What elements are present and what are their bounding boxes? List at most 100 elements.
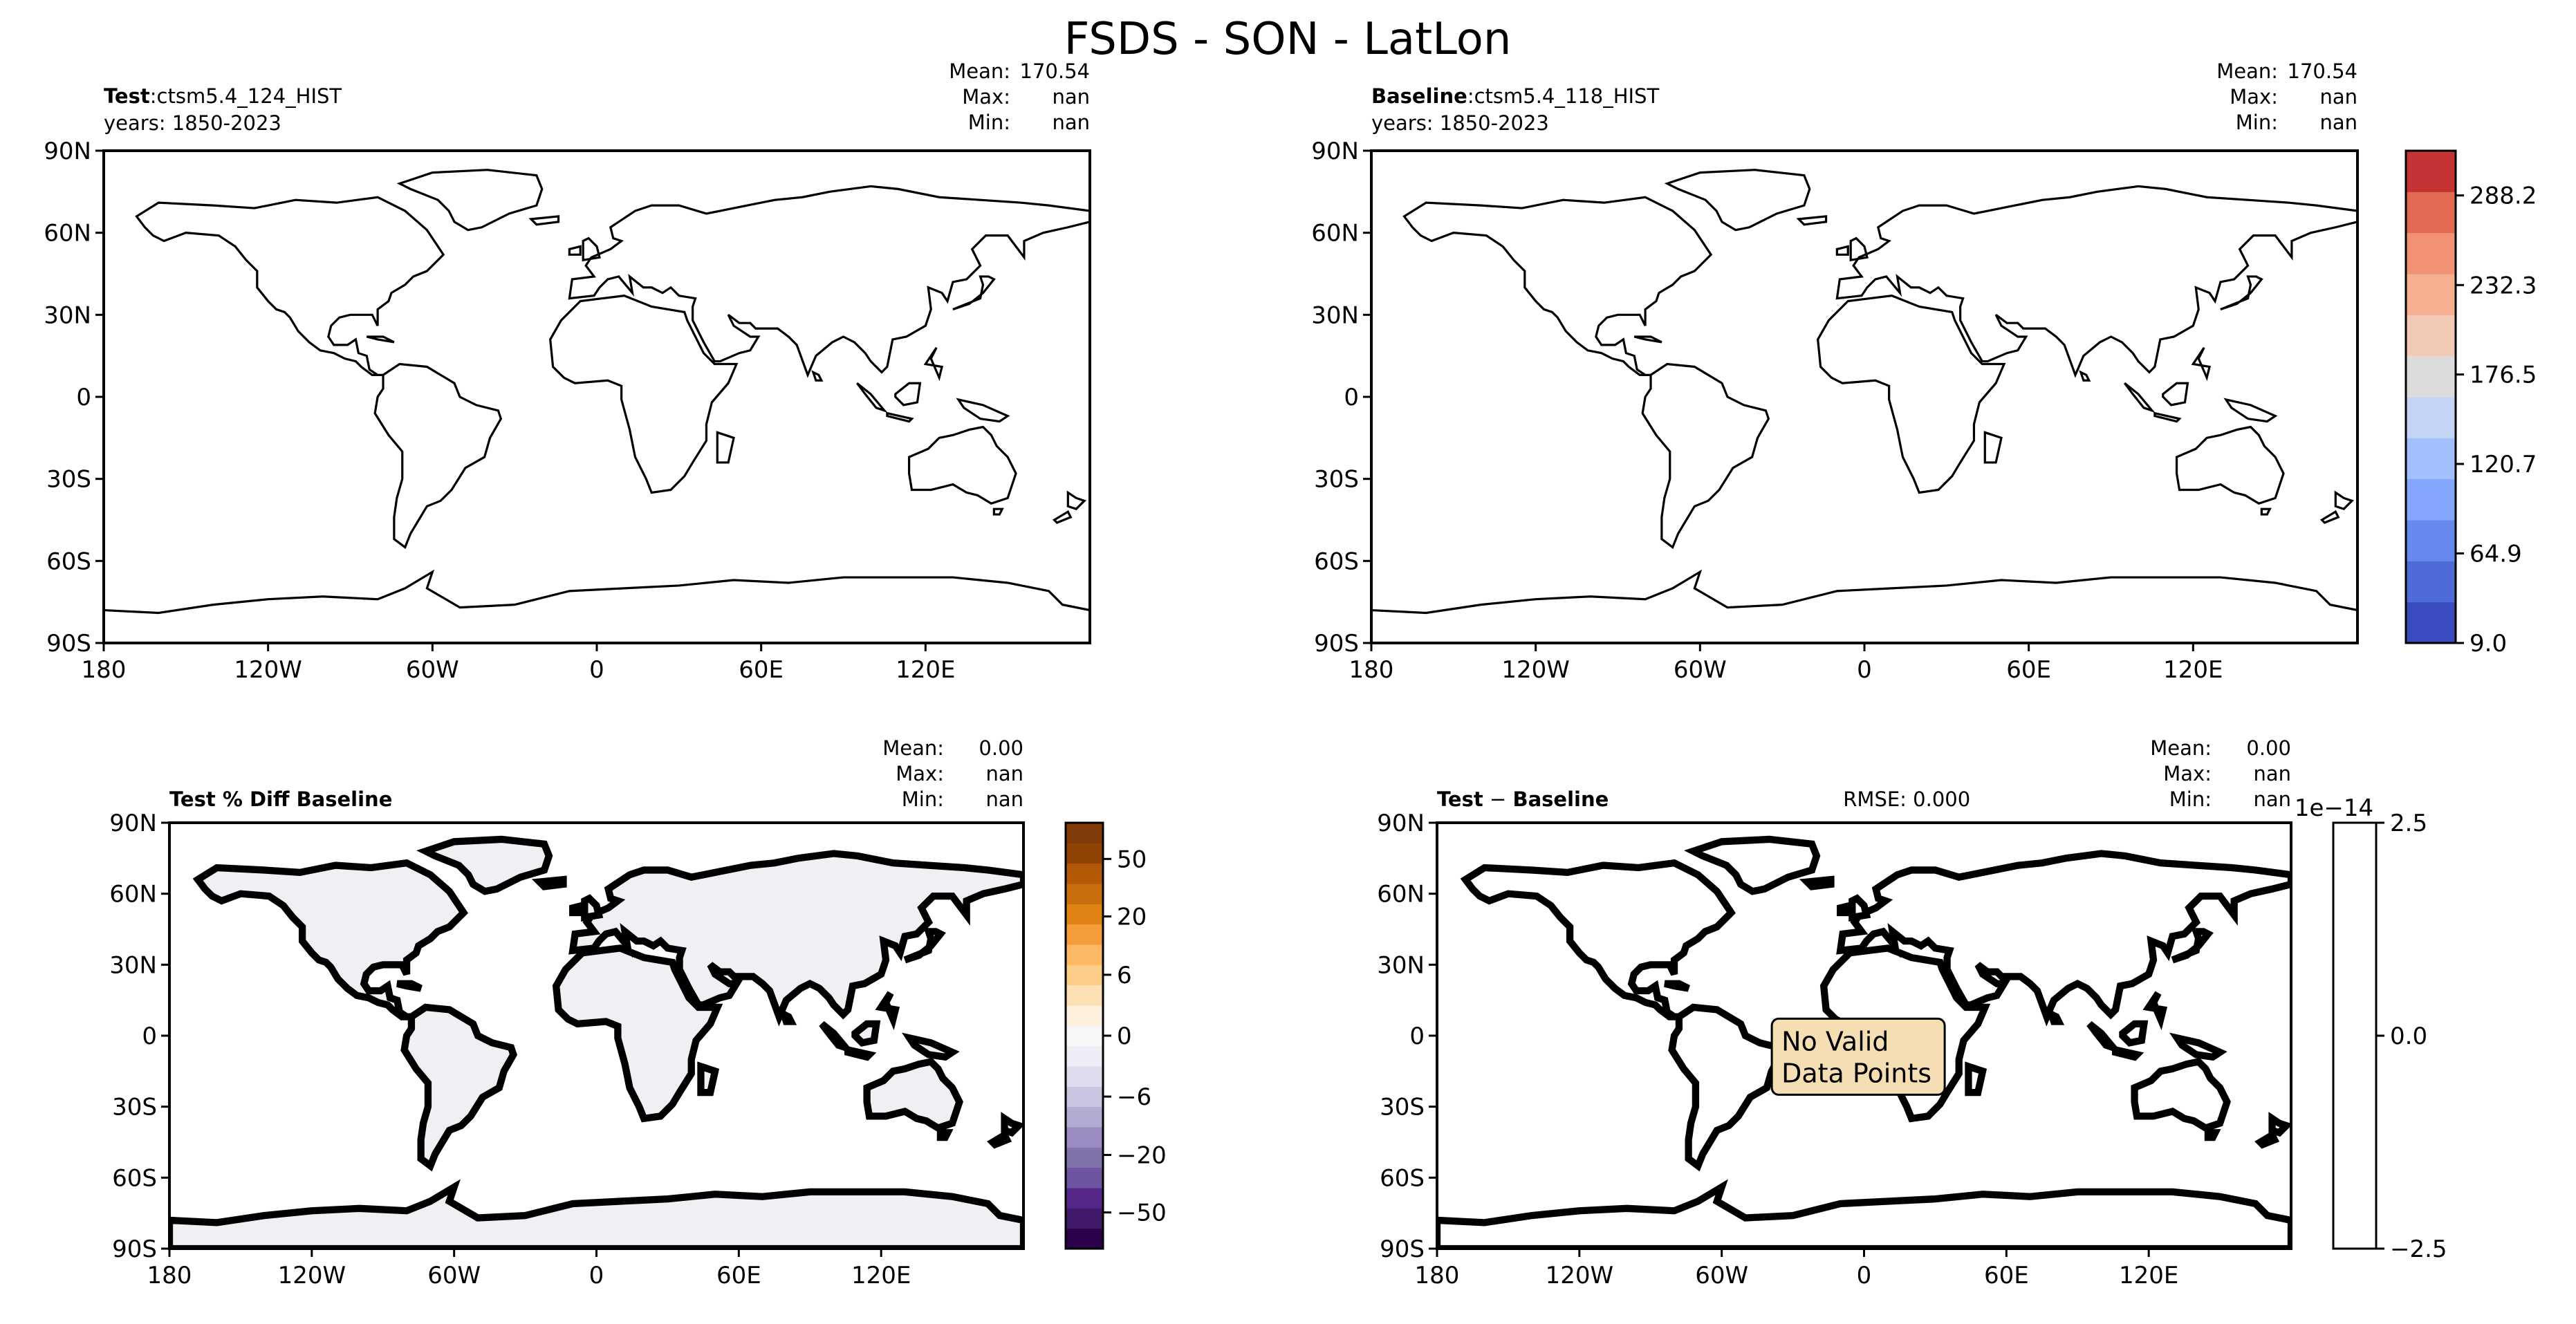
colorbar-swatch <box>1066 1208 1103 1229</box>
field-band <box>104 276 1090 283</box>
field-band <box>1371 353 2357 360</box>
colorbar-tick-label: 9.0 <box>2470 630 2507 658</box>
field-band <box>104 462 1090 469</box>
field-band <box>1371 544 2357 551</box>
colorbar-swatch <box>1066 1167 1103 1188</box>
field-band <box>104 632 1090 639</box>
stat-label: Mean: <box>2216 59 2278 83</box>
colorbar-pctdiff: 50 20 6 0 −6 −20 −50 <box>1064 821 1167 1250</box>
field-band <box>104 342 1090 348</box>
colorbar-swatch <box>2406 192 2456 234</box>
stat-value: nan <box>985 762 1023 785</box>
x-tick-label: 120E <box>896 656 955 684</box>
x-tick-label: 60W <box>427 1262 481 1289</box>
field-band <box>1371 604 2357 611</box>
no-data-line2: Data Points <box>1781 1058 1931 1088</box>
colorbar-tick-label: 288.2 <box>2470 183 2537 210</box>
field-band <box>104 232 1090 239</box>
field-band <box>1371 271 2357 277</box>
stat-label: Min: <box>2236 111 2278 134</box>
x-tick-label: 0 <box>589 656 604 684</box>
field-band <box>1371 200 2357 207</box>
no-data-box <box>1770 1017 1946 1096</box>
field-blob <box>1851 315 1961 370</box>
field-band <box>104 309 1090 316</box>
colorbar-swatch <box>1066 1005 1103 1026</box>
colorbar-swatch <box>2406 438 2456 480</box>
field-band <box>104 522 1090 529</box>
field-band <box>1371 407 2357 414</box>
field-band <box>1371 473 2357 480</box>
field-band <box>1371 331 2357 337</box>
panel-label-text: Baseline <box>1512 787 1609 811</box>
stat-value: 170.54 <box>1020 59 1090 83</box>
x-tick-label: 180 <box>147 1262 192 1289</box>
colorbar-swatch <box>1066 823 1103 843</box>
field-band <box>104 582 1090 589</box>
field-band <box>1371 232 2357 239</box>
field-band <box>1371 336 2357 343</box>
colorbar-swatch <box>1066 1086 1103 1108</box>
panel-label-bold: Test <box>104 84 150 108</box>
field-band <box>104 555 1090 562</box>
field-band <box>104 326 1090 333</box>
field-band <box>1371 413 2357 420</box>
colorbar-tick-label: 232.3 <box>2470 272 2537 299</box>
field-band <box>104 626 1090 633</box>
field-band <box>104 501 1090 507</box>
field-band <box>104 451 1090 458</box>
field-band <box>1371 304 2357 310</box>
colorbar-swatch <box>1066 904 1103 925</box>
field-band <box>1371 156 2357 162</box>
stat-label: Max: <box>2230 85 2278 109</box>
field-band <box>104 156 1090 162</box>
panel-label-bold: Test <box>1437 787 1483 811</box>
field-band <box>104 517 1090 523</box>
field-band <box>1371 162 2357 168</box>
rmse-label: RMSE: 0.000 <box>1843 787 1970 811</box>
field-band <box>104 533 1090 540</box>
axes-frame <box>102 149 1091 644</box>
field-band <box>104 347 1090 354</box>
field-band <box>1371 358 2357 365</box>
field-band <box>1371 424 2357 431</box>
panel-label: Baseline:ctsm5.4_118_HIST <box>1371 84 1660 108</box>
field-band <box>104 281 1090 288</box>
x-tick-label: 120W <box>1501 656 1570 684</box>
stat-label: Mean: <box>882 736 944 760</box>
field-band <box>1371 522 2357 529</box>
field-band <box>104 621 1090 628</box>
y-tick-label: 90N <box>109 810 157 837</box>
y-tick-label: 90N <box>1377 810 1425 837</box>
stat-value: 0.00 <box>2246 736 2291 760</box>
y-tick-label: 60S <box>112 1164 157 1192</box>
stat-value: nan <box>1052 85 1090 109</box>
stat-value: 0.00 <box>979 736 1023 760</box>
panel-label-text: ctsm5.4_118_HIST <box>1474 84 1660 108</box>
colorbar-swatch <box>1066 1066 1103 1087</box>
colorbar-swatch <box>1066 1228 1103 1249</box>
stat-value: nan <box>985 787 1023 811</box>
y-tick-label: 60N <box>1311 220 1359 248</box>
field-band <box>1371 375 2357 382</box>
y-tick-label: 60N <box>109 881 157 908</box>
y-tick-label: 30S <box>1380 1094 1425 1121</box>
colorbar-tick-label: 64.9 <box>2470 540 2522 568</box>
y-tick-label: 60S <box>46 548 91 575</box>
field-band <box>1371 582 2357 589</box>
x-tick-label: 0 <box>589 1262 604 1289</box>
panel-label-sep: : <box>1467 84 1474 108</box>
field-band <box>104 506 1090 513</box>
field-band <box>104 440 1090 447</box>
field-band <box>104 413 1090 420</box>
colorbar-tick-label: −50 <box>1117 1200 1167 1227</box>
y-tick-label: 90N <box>44 138 91 165</box>
field-band <box>104 271 1090 277</box>
y-tick-label: 30N <box>44 301 91 329</box>
field-band <box>1371 457 2357 463</box>
x-tick-label: 60W <box>406 656 459 684</box>
field-bands <box>1371 156 2357 643</box>
field-band <box>1371 397 2357 403</box>
panel-label: Test − Baseline <box>1437 787 1609 811</box>
field-band <box>1371 276 2357 283</box>
